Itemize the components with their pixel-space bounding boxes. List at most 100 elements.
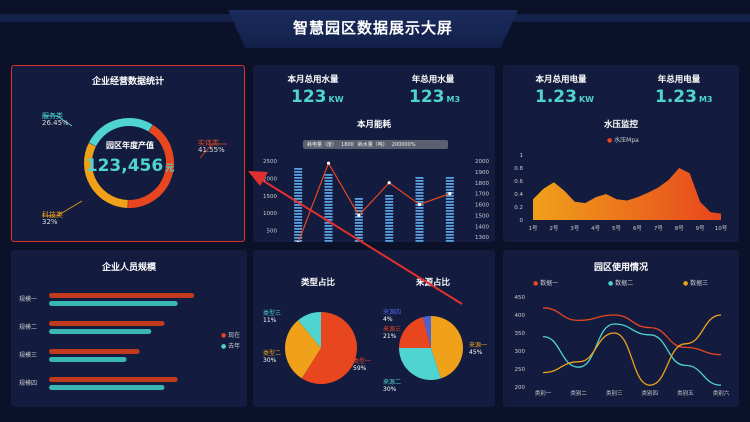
energy-bar-seg xyxy=(354,234,363,236)
energy-bar-seg xyxy=(385,237,394,239)
energy-bar-seg xyxy=(324,183,333,185)
energy-bar-seg xyxy=(324,192,333,194)
energy-bar-seg xyxy=(445,180,454,182)
staff-bar-now xyxy=(49,321,165,326)
energy-bar-seg xyxy=(324,198,333,200)
energy-bar-seg xyxy=(354,228,363,230)
usage-legend-3: ● 数据三 xyxy=(683,280,709,287)
usage-legend-1: ● 数据一 xyxy=(533,280,559,287)
energy-bar-seg xyxy=(324,228,333,230)
energy-bar-seg xyxy=(294,228,303,230)
energy-bar-seg xyxy=(294,168,303,170)
energy-bar-seg xyxy=(354,225,363,227)
energy-bar-seg xyxy=(445,231,454,233)
pies-panel: 类型占比 来源占比 类型三 11% 类型二 30% 类型一 59% 来源四 4% 来源三… xyxy=(253,250,495,407)
leader-line-tech xyxy=(42,200,83,217)
energy-bar-seg xyxy=(445,204,454,206)
energy-bar-seg xyxy=(415,222,424,224)
energy-bar-seg xyxy=(324,177,333,179)
pressure-legend: ● 水压Mpa xyxy=(607,137,639,144)
energy-chart: 2500200015001000500020001900180017001600… xyxy=(263,159,489,242)
energy-bar-seg xyxy=(294,195,303,197)
energy-bar-seg xyxy=(324,180,333,182)
energy-bar-seg xyxy=(324,195,333,197)
energy-bar-seg xyxy=(294,237,303,239)
energy-bar-seg xyxy=(445,207,454,209)
header-title-box xyxy=(228,10,518,48)
energy-bar-seg xyxy=(354,201,363,203)
energy-bar-seg xyxy=(354,207,363,209)
energy-bar-seg xyxy=(415,207,424,209)
energy-bar-seg xyxy=(445,219,454,221)
pressure-ytick: 0.6 xyxy=(514,179,523,185)
energy-bar-seg xyxy=(324,237,333,239)
energy-bar-seg xyxy=(445,183,454,185)
water-year-value: 123 M3 xyxy=(409,87,461,107)
energy-bar-seg xyxy=(415,237,424,239)
usage-ytick: 450 xyxy=(515,295,526,301)
seg-name-entity: 实体类 xyxy=(198,139,219,147)
energy-bar-seg xyxy=(445,240,454,242)
energy-bar-seg xyxy=(324,225,333,227)
legend-power: 耗电量（度） xyxy=(307,142,338,148)
energy-bar-seg xyxy=(385,195,394,197)
energy-bar-seg xyxy=(324,201,333,203)
usage-panel: 园区使用情况 ● 数据一 ● 数据二 ● 数据三 450 400 350 300 250… xyxy=(503,250,739,407)
donut-center-label: 园区年度产值 xyxy=(106,141,154,150)
leader-line-entity xyxy=(199,143,227,159)
water-month-label: 本月总用水量 xyxy=(287,75,339,85)
energy-title: 本月能耗 xyxy=(356,120,391,130)
energy-bar-seg xyxy=(415,213,424,215)
energy-bar-seg xyxy=(324,231,333,233)
energy-bar-seg xyxy=(354,237,363,239)
staff-row-label: 规模三 xyxy=(19,351,37,359)
energy-bar-seg xyxy=(294,192,303,194)
energy-y2tick: 1400 xyxy=(475,224,489,230)
staff-legend-now: ● 现在 xyxy=(221,332,241,339)
energy-bar-seg xyxy=(445,234,454,236)
energy-bar-seg xyxy=(385,213,394,215)
energy-bar-seg xyxy=(445,189,454,191)
source-pie-slice xyxy=(423,316,431,348)
energy-bar-seg xyxy=(294,216,303,218)
energy-bar-seg xyxy=(415,189,424,191)
energy-bar-seg xyxy=(415,225,424,227)
pressure-xtick: 1号 xyxy=(529,225,538,232)
usage-ytick: 400 xyxy=(515,313,526,319)
energy-bar-seg xyxy=(445,213,454,215)
source-pie-slice xyxy=(399,317,431,348)
pressure-xtick: 3号 xyxy=(570,225,579,232)
energy-y2tick: 1800 xyxy=(475,181,489,187)
energy-bar-seg xyxy=(385,207,394,209)
biz-stats-panel[interactable]: 企业经营数据统计 服务类 26.45% 实体类 41.55% 科技类 32% 园… xyxy=(11,65,245,242)
energy-bar-seg xyxy=(415,195,424,197)
energy-bar-seg xyxy=(445,201,454,203)
energy-bar-seg xyxy=(445,177,454,179)
energy-bar-seg xyxy=(294,171,303,173)
energy-bar-seg xyxy=(294,177,303,179)
power-panel: 本月总用电量 1.23 KW 年总用电量 1.23 M3 水压监控 ● 水压Mpa … xyxy=(503,65,739,242)
source-pie-slice xyxy=(431,316,463,379)
energy-bar-seg xyxy=(294,189,303,191)
energy-bar-seg xyxy=(415,177,424,179)
staff-bar-now xyxy=(49,293,195,298)
energy-bar-seg xyxy=(415,192,424,194)
pressure-xtick: 2号 xyxy=(549,225,558,232)
energy-bar-seg xyxy=(294,204,303,206)
type-pie-slice xyxy=(298,312,321,348)
energy-bar-seg xyxy=(385,198,394,200)
staff-row-label: 规模一 xyxy=(19,295,37,303)
energy-y2tick: 1500 xyxy=(475,213,489,219)
energy-bar-seg xyxy=(354,231,363,233)
type-pie-slice xyxy=(301,312,357,384)
usage-line xyxy=(542,314,722,386)
energy-bar-seg xyxy=(324,186,333,188)
legend-power-val: 1800 xyxy=(341,141,354,148)
usage-ytick: 250 xyxy=(515,367,526,373)
usage-xtick: 类别六 xyxy=(713,389,730,397)
usage-xtick: 类别三 xyxy=(606,389,623,397)
donut-center-value: 123,456 元 xyxy=(85,156,175,176)
energy-bar-seg xyxy=(385,222,394,224)
pressure-xtick: 4号 xyxy=(591,225,600,232)
energy-bar-seg xyxy=(324,234,333,236)
